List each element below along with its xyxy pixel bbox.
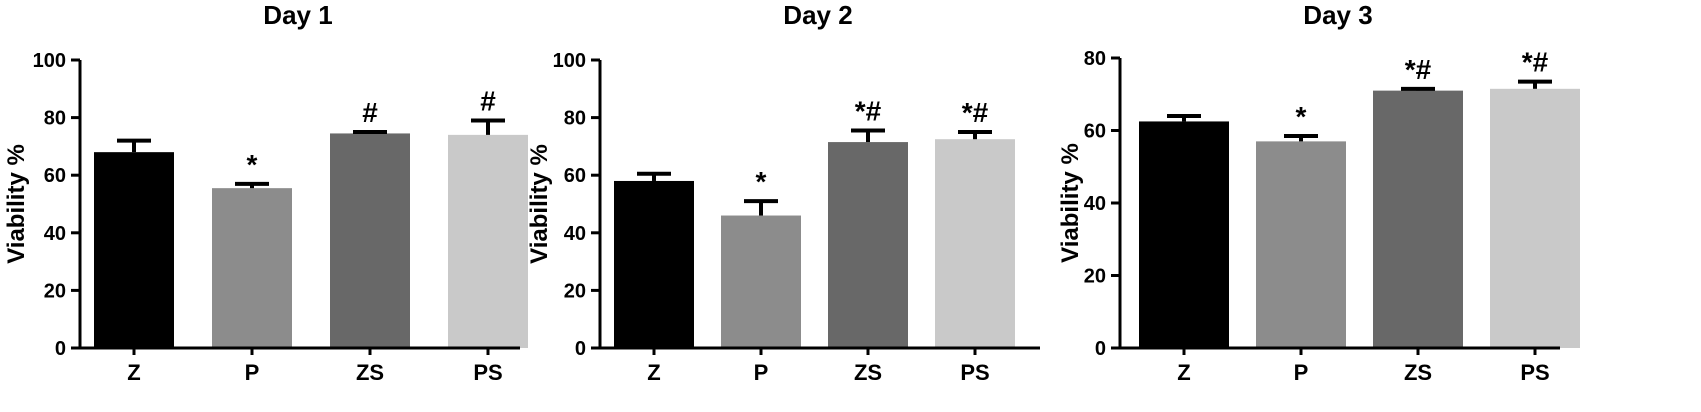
y-tick-label: 80 [1084, 48, 1106, 70]
x-tick-label: PS [1520, 360, 1549, 385]
y-tick-label: 100 [33, 50, 66, 72]
chart-title: Day 3 [1303, 0, 1372, 30]
bar-ps [1490, 88, 1580, 348]
bar-p [212, 188, 292, 348]
chart-panel-day-3: Day 3 Viability % Z * P *# ZS *# PS 0 20 40 60 80 [1057, 0, 1580, 385]
chart-title: Day 1 [263, 0, 332, 30]
x-tick-label: ZS [356, 360, 384, 385]
y-tick-label: 60 [1084, 121, 1106, 143]
significance-label: # [480, 85, 496, 116]
y-tick-label: 20 [564, 280, 586, 302]
y-tick-label: 100 [553, 50, 586, 72]
x-tick-label: Z [127, 360, 140, 385]
x-tick-label: P [245, 360, 260, 385]
bar-ps [935, 139, 1015, 348]
bar-zs [828, 142, 908, 348]
bar-p [721, 215, 801, 348]
y-tick-label: 80 [564, 108, 586, 130]
significance-label: * [756, 166, 767, 197]
y-tick-label: 40 [1084, 193, 1106, 215]
y-tick-label: 80 [44, 108, 66, 130]
x-tick-label: Z [647, 360, 660, 385]
y-tick-label: 40 [44, 223, 66, 245]
chart-title: Day 2 [783, 0, 852, 30]
y-tick-label: 0 [55, 338, 66, 360]
y-tick-label: 60 [564, 165, 586, 187]
significance-label: *# [1522, 47, 1549, 78]
chart-panel-day-1: Day 1 Viability % Z * P # ZS # PS 0 20 40 60 80 100 [3, 0, 528, 385]
y-tick-label: 40 [564, 223, 586, 245]
bar-z [1139, 121, 1229, 348]
x-tick-label: P [754, 360, 769, 385]
bar-p [1256, 141, 1346, 348]
x-tick-label: P [1294, 360, 1309, 385]
bar-zs [330, 133, 410, 348]
significance-label: * [1296, 101, 1307, 132]
y-tick-label: 60 [44, 165, 66, 187]
bar-ps [448, 134, 528, 348]
significance-label: # [362, 97, 378, 128]
y-axis-label: Viability % [526, 144, 553, 264]
x-tick-label: ZS [1404, 360, 1432, 385]
chart-panel-day-2: Day 2 Viability % Z * P *# ZS *# PS 0 20 40 60 80 10… [526, 0, 1040, 385]
y-axis-label: Viability % [1057, 143, 1084, 263]
significance-label: * [247, 149, 258, 180]
bar-zs [1373, 90, 1463, 348]
x-tick-label: PS [473, 360, 502, 385]
x-tick-label: Z [1177, 360, 1190, 385]
y-tick-label: 0 [575, 338, 586, 360]
y-tick-label: 0 [1095, 338, 1106, 360]
x-tick-label: ZS [854, 360, 882, 385]
y-tick-label: 20 [44, 280, 66, 302]
x-tick-label: PS [960, 360, 989, 385]
y-axis-label: Viability % [3, 144, 30, 264]
bar-z [614, 180, 694, 348]
significance-label: *# [855, 96, 882, 127]
bar-z [94, 152, 174, 348]
y-tick-label: 20 [1084, 266, 1106, 288]
significance-label: *# [962, 97, 989, 128]
significance-label: *# [1405, 54, 1432, 85]
